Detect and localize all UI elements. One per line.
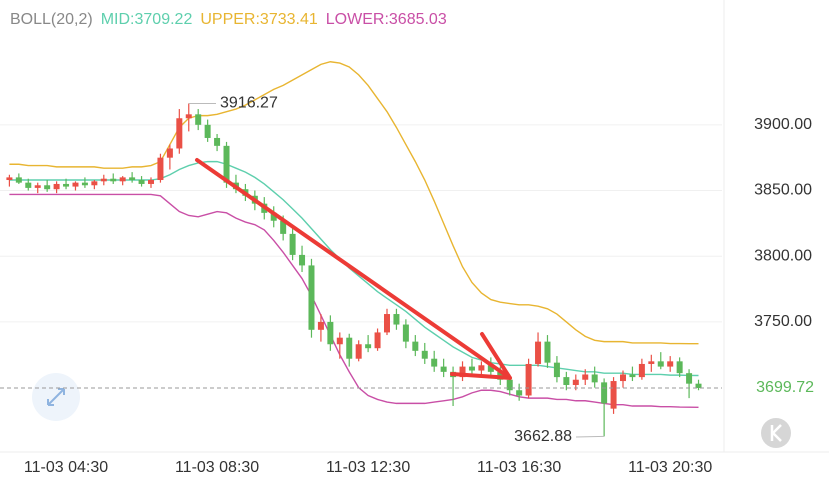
candle-body bbox=[327, 321, 334, 345]
candle-body bbox=[280, 220, 287, 234]
candle-body bbox=[582, 374, 589, 380]
band-line bbox=[9, 61, 699, 345]
x-tick-label: 11-03 20:30 bbox=[628, 459, 712, 476]
candle-body bbox=[25, 182, 32, 188]
candle-body bbox=[110, 178, 117, 182]
candle-body bbox=[553, 362, 560, 378]
price-tag bbox=[730, 373, 822, 402]
candle-body bbox=[336, 337, 343, 345]
legend-name: MID: bbox=[101, 11, 135, 28]
candle-body bbox=[563, 377, 570, 385]
candle-body bbox=[346, 337, 353, 359]
y-tick-label: 3800.00 bbox=[754, 247, 812, 264]
legend-value: 3709.22 bbox=[135, 11, 193, 28]
price-label: 3699.72 bbox=[756, 379, 814, 396]
candle-body bbox=[100, 178, 107, 182]
x-tick-label: 11-03 04:30 bbox=[24, 459, 108, 476]
candle-body bbox=[629, 374, 636, 378]
candle-body bbox=[686, 373, 693, 384]
candle-body bbox=[72, 182, 79, 187]
candle-body bbox=[506, 379, 513, 391]
candle-body bbox=[289, 233, 296, 255]
candle-body bbox=[53, 183, 60, 190]
band-line bbox=[9, 193, 699, 408]
candle-body bbox=[299, 254, 306, 266]
candle-body bbox=[34, 185, 41, 188]
y-tick-label: 3900.00 bbox=[754, 116, 812, 133]
x-tick-label: 11-03 12:30 bbox=[326, 459, 410, 476]
candle-body bbox=[308, 265, 315, 330]
k-button[interactable] bbox=[761, 418, 791, 448]
candle-body bbox=[204, 124, 211, 138]
candle-body bbox=[487, 365, 494, 372]
candle-body bbox=[166, 148, 173, 158]
candle-body bbox=[91, 181, 98, 186]
candle-body bbox=[544, 341, 551, 363]
candle-body bbox=[393, 314, 400, 325]
candle-body bbox=[81, 182, 88, 186]
low-label: 3662.88 bbox=[514, 428, 572, 445]
candle-body bbox=[402, 324, 409, 342]
candle-body bbox=[440, 366, 447, 372]
candle-body bbox=[176, 118, 183, 149]
candle-body bbox=[195, 114, 202, 125]
candle-body bbox=[468, 366, 475, 371]
candle-body bbox=[412, 341, 419, 351]
candle-body bbox=[138, 180, 145, 184]
candle-body bbox=[431, 358, 438, 367]
candle-body bbox=[657, 361, 664, 367]
candle-body bbox=[610, 381, 617, 409]
trend-arrow bbox=[195, 158, 512, 380]
candle-body bbox=[374, 332, 381, 349]
legend-value: 3685.03 bbox=[389, 11, 447, 28]
legend-value: 3733.41 bbox=[260, 11, 318, 28]
candle-body bbox=[648, 361, 655, 364]
candle-body bbox=[421, 350, 428, 359]
candle-body bbox=[317, 321, 324, 330]
candle-body bbox=[129, 177, 136, 181]
candle-body bbox=[148, 180, 154, 184]
candle-body bbox=[638, 363, 645, 378]
candle-body bbox=[535, 341, 542, 364]
candle-body bbox=[695, 383, 702, 388]
high-label: 3916.27 bbox=[220, 95, 278, 112]
x-tick-label: 11-03 08:30 bbox=[175, 459, 259, 476]
candle-body bbox=[384, 314, 390, 333]
candle-body bbox=[676, 361, 683, 374]
legend-name: LOWER: bbox=[326, 11, 389, 28]
candle-body bbox=[157, 157, 164, 181]
candle-body bbox=[185, 114, 192, 119]
candle-body bbox=[525, 363, 532, 396]
candle-body bbox=[6, 177, 13, 181]
candle-body bbox=[478, 365, 485, 371]
candle-body bbox=[365, 344, 372, 349]
candle-body bbox=[355, 344, 362, 359]
candle-body bbox=[620, 374, 626, 382]
candle-body bbox=[591, 374, 598, 383]
legend-indicator: BOLL(20,2) bbox=[10, 11, 93, 28]
candle-body bbox=[63, 183, 70, 187]
candle-body bbox=[119, 177, 126, 182]
legend: BOLL(20,2) MID:3709.22 UPPER:3733.41 LOWER:… bbox=[10, 11, 447, 28]
candle-body bbox=[667, 361, 674, 367]
legend-text: BOLL(20,2) MID:3709.22 UPPER:3733.41 LOWER:… bbox=[10, 11, 447, 28]
candle-body bbox=[214, 137, 221, 146]
low-pointer bbox=[575, 435, 605, 438]
y-tick-label: 3750.00 bbox=[754, 313, 812, 330]
expand-button[interactable] bbox=[32, 373, 80, 421]
x-tick-label: 11-03 16:30 bbox=[477, 459, 561, 476]
candle-body bbox=[459, 366, 466, 378]
candle-body bbox=[572, 379, 579, 385]
candle-body bbox=[15, 177, 22, 183]
y-tick-label: 3850.00 bbox=[754, 182, 812, 199]
candle-body bbox=[270, 212, 277, 221]
candle-body bbox=[44, 185, 51, 190]
candle-body bbox=[223, 145, 230, 183]
candle-body bbox=[516, 390, 523, 396]
legend-name: UPPER: bbox=[200, 11, 260, 28]
candle-body bbox=[601, 382, 608, 404]
